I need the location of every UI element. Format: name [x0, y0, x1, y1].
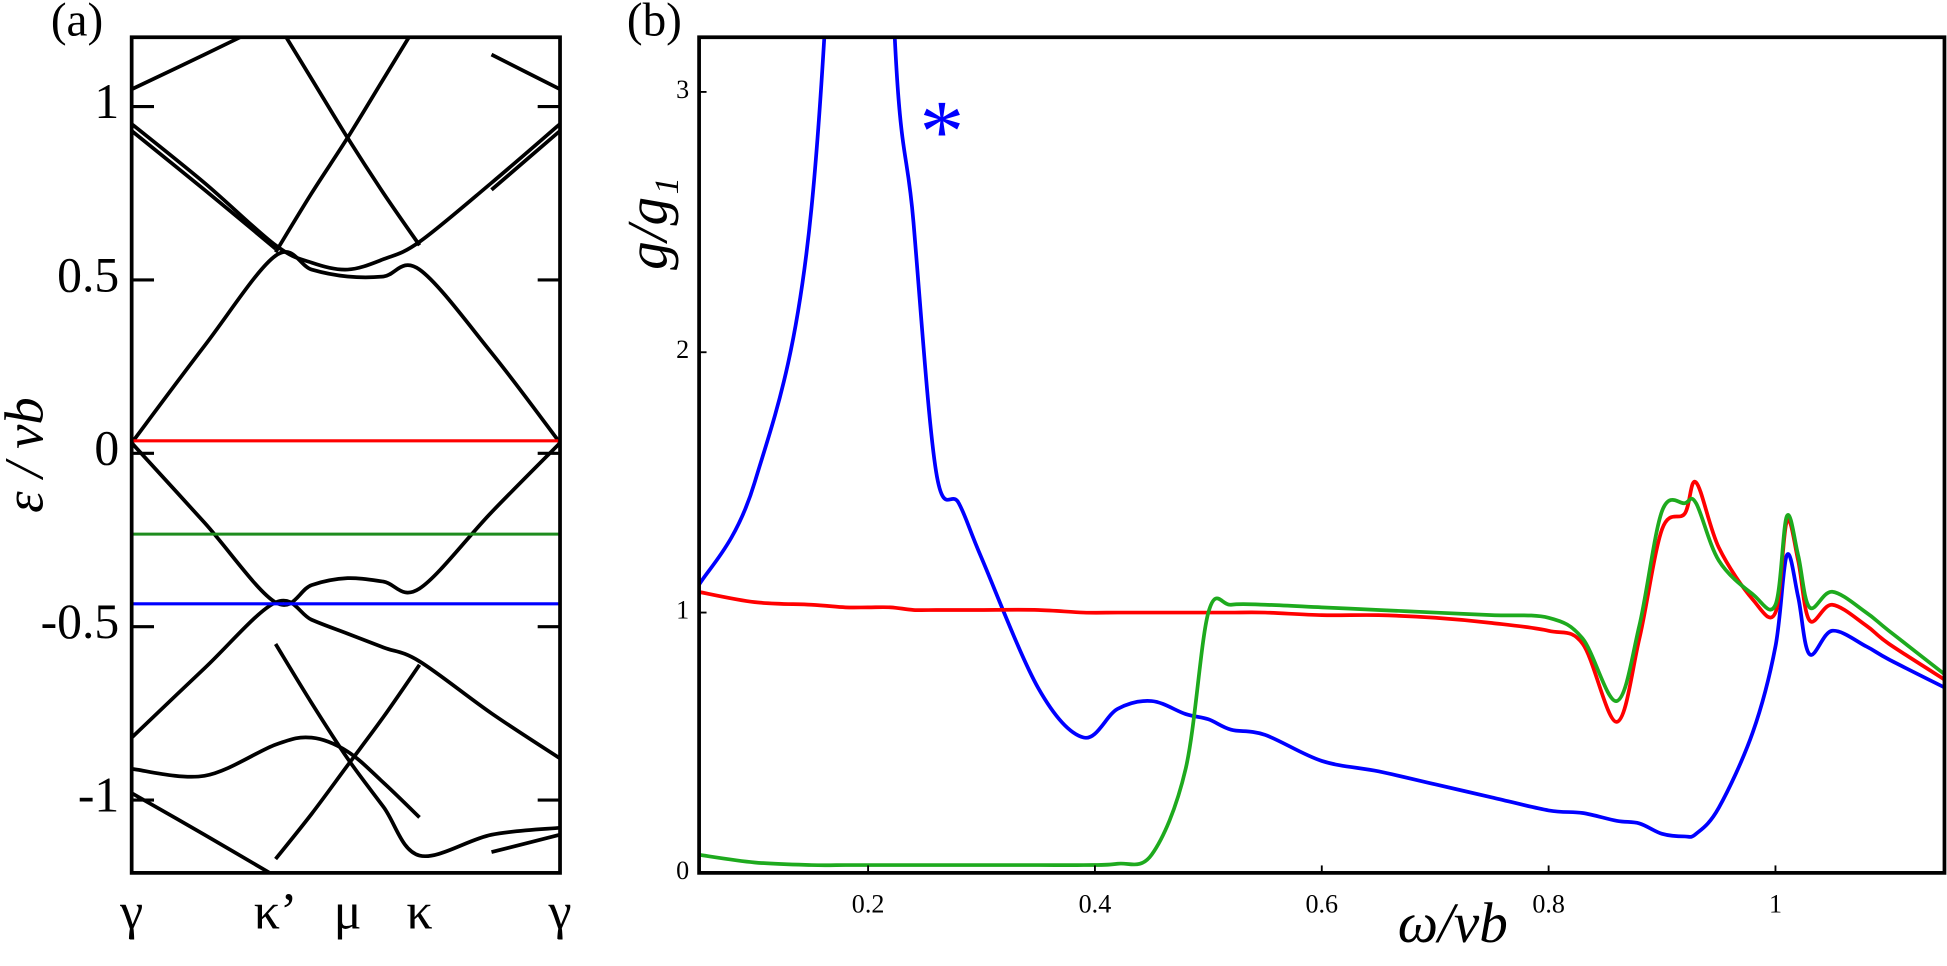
series-line — [699, 37, 1945, 839]
x-tick-label: 0.4 — [1079, 889, 1112, 918]
band — [283, 37, 422, 247]
annotation: * — [919, 82, 964, 181]
k-point-label: γ — [548, 883, 572, 940]
band — [131, 37, 561, 91]
y-tick-label: 3 — [676, 75, 689, 104]
y-axis-label: g/g₁ — [616, 177, 679, 270]
y-axis-label: ε / vb — [0, 397, 54, 513]
x-tick-label: 0.2 — [852, 889, 885, 918]
y-tick-label: -0.5 — [41, 594, 120, 649]
x-axis-label: ω/vb — [1398, 892, 1508, 955]
plot-area — [699, 37, 1945, 868]
k-point-label: κ — [406, 883, 432, 940]
y-tick-label: 0.5 — [57, 247, 119, 302]
k-point-label: γ — [119, 883, 143, 940]
x-tick-label: 0.6 — [1305, 889, 1338, 918]
band — [131, 250, 561, 445]
frame — [129, 35, 562, 875]
band — [274, 643, 561, 859]
panel-label: (a) — [51, 0, 103, 47]
y-tick-label: 1 — [94, 74, 119, 129]
k-point-label: μ — [334, 883, 362, 940]
band — [131, 598, 561, 761]
y-tick-label: 0 — [676, 856, 689, 885]
band — [274, 663, 422, 861]
band — [131, 791, 561, 873]
panel-label: (b) — [627, 0, 682, 47]
band — [131, 129, 561, 251]
band — [131, 441, 561, 607]
band — [131, 122, 561, 272]
x-tick-label: 0.8 — [1532, 889, 1565, 918]
k-point-label: κ’ — [254, 883, 298, 940]
y-tick-label: 1 — [676, 596, 689, 625]
plot-area — [131, 37, 561, 873]
band — [131, 735, 421, 819]
series-line — [699, 496, 1945, 868]
x-tick-label: 1 — [1769, 889, 1782, 918]
y-tick-label: 2 — [676, 335, 689, 364]
frame — [697, 35, 1947, 875]
y-tick-label: 0 — [94, 421, 119, 476]
y-tick-label: -1 — [78, 767, 119, 822]
